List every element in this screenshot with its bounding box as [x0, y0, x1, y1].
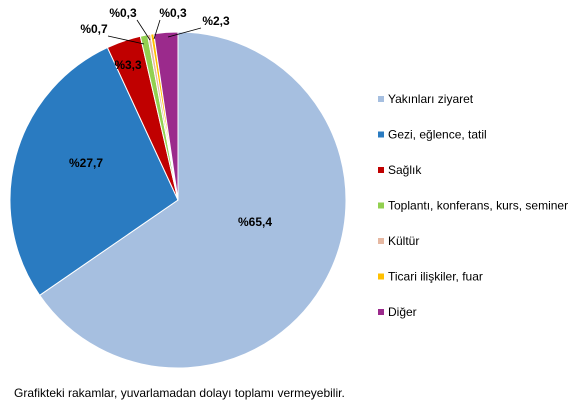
slice-label: %3,3 [114, 58, 142, 72]
slice-label: %27,7 [69, 156, 103, 170]
legend-swatch [378, 96, 384, 102]
slice-label: %0,3 [159, 6, 187, 20]
pie-slices [9, 31, 347, 369]
slice-labels: %65,4%27,7%3,3%0,7%0,3 %0,3%2,3 [69, 6, 272, 229]
legend-swatch [378, 131, 384, 138]
legend-label: Diğer [388, 305, 417, 319]
leader-line [107, 35, 145, 45]
pie-slice [153, 31, 179, 201]
legend-label: Ticari ilişkiler, fuar [388, 270, 483, 284]
legend-swatch [378, 273, 384, 280]
leader-lines [107, 19, 202, 45]
leader-line [153, 19, 161, 40]
leader-line [136, 19, 151, 41]
slice-label: %65,4 [238, 215, 272, 229]
legend-swatch [378, 167, 384, 173]
slice-label: %2,3 [202, 14, 230, 28]
legend-label: Toplantı, konferans, kurs, seminer [388, 199, 568, 213]
legend-label: Gezi, eğlence, tatil [388, 128, 487, 142]
footnote: Grafikteki rakamlar, yuvarlamadan dolayı… [14, 386, 345, 400]
legend: Yakınları ziyaret Gezi, eğlence, tatil Sağ… [378, 92, 568, 319]
slice-label: %0,7 [80, 22, 108, 36]
leader-line [167, 27, 202, 38]
slice-label: %0,3 [109, 6, 137, 20]
legend-swatch [378, 202, 384, 209]
legend-swatch [378, 238, 384, 244]
legend-label: Sağlık [388, 163, 422, 177]
legend-label: Yakınları ziyaret [388, 92, 474, 106]
legend-label: Kültür [388, 234, 419, 248]
pie-slice [38, 31, 347, 369]
legend-swatch [378, 309, 384, 315]
